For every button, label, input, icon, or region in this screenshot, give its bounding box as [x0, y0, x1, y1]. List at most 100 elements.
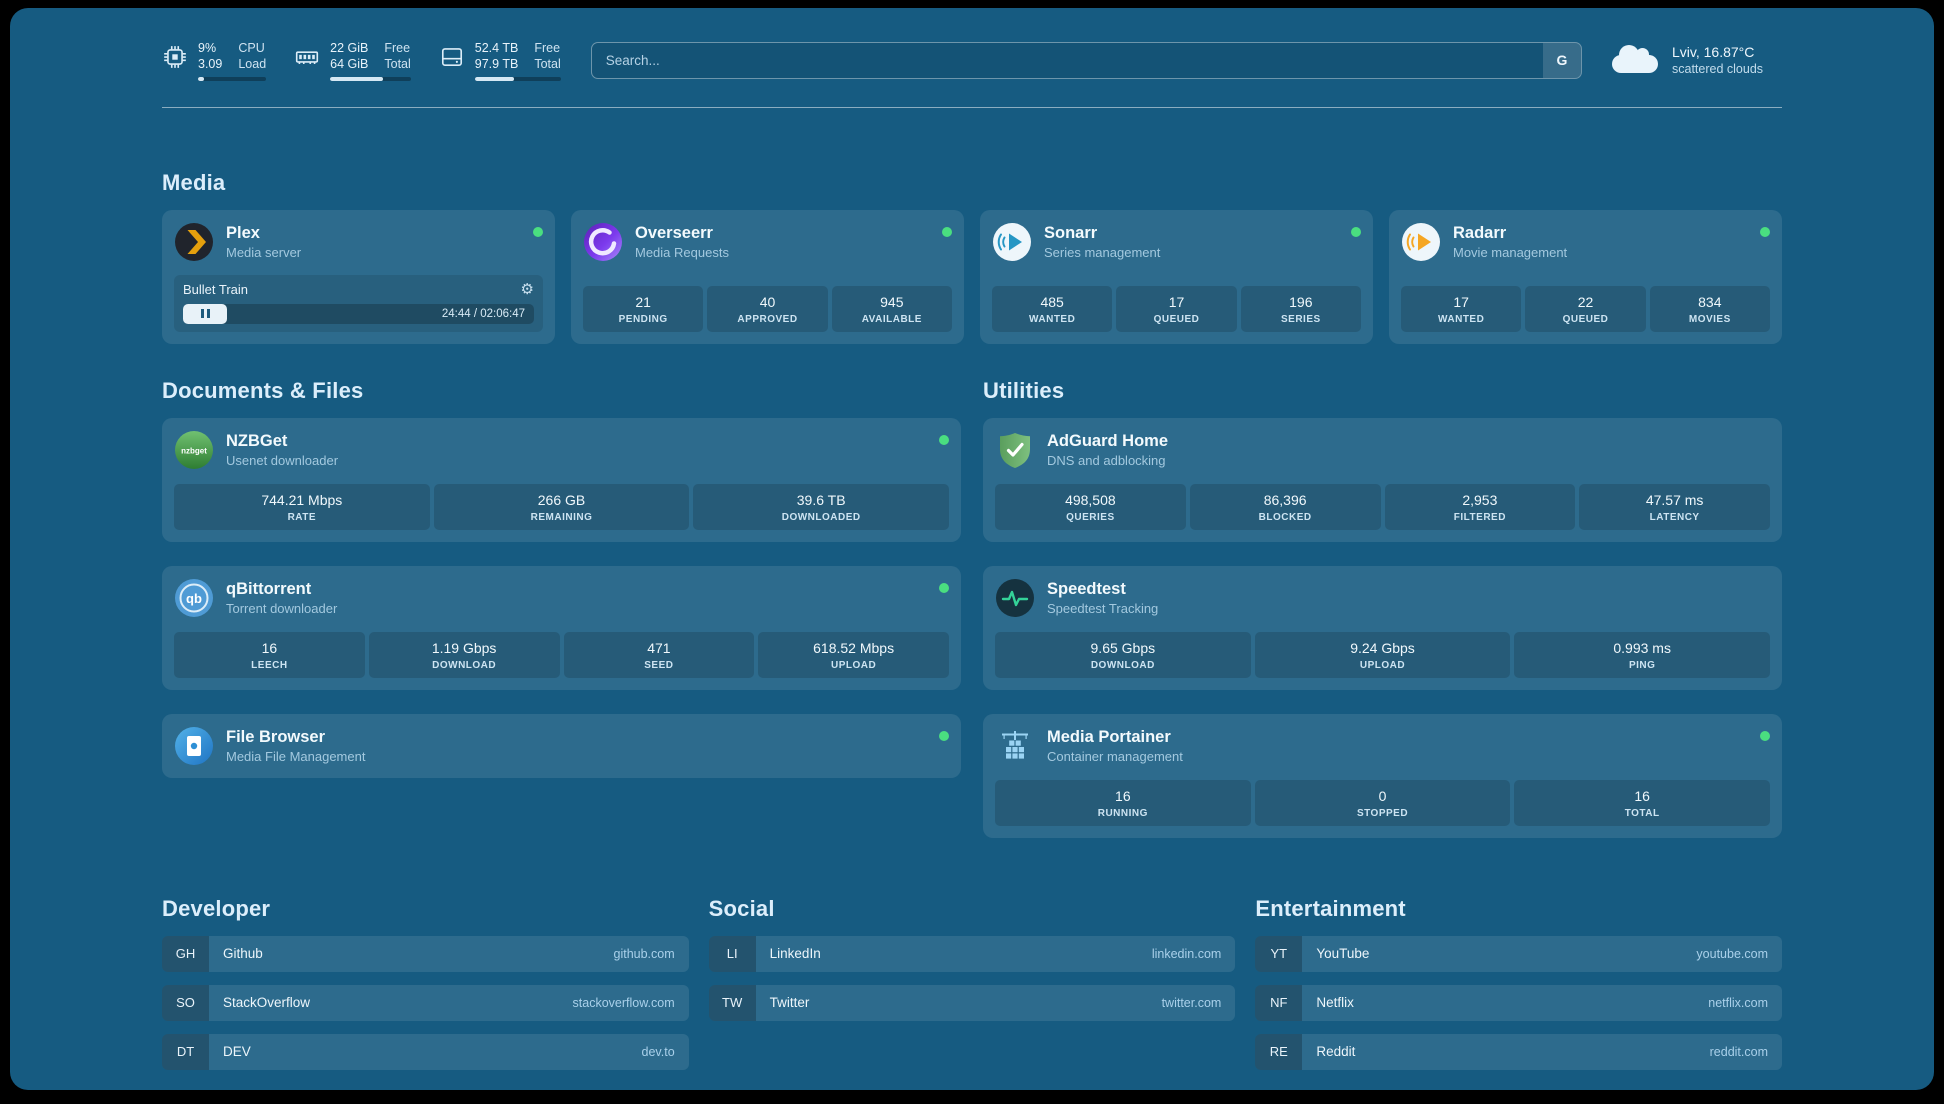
stat-label: REMAINING [530, 511, 593, 523]
stat-tile: 744.21 Mbps RATE [174, 483, 430, 530]
disk-free-value: 52.4 TB [474, 41, 519, 55]
status-dot [1760, 226, 1770, 237]
overseerr-icon [583, 222, 623, 262]
service-card-adguard[interactable]: AdGuard Home DNS and adblocking 498,508 … [983, 417, 1782, 542]
stat-label: WANTED [1437, 313, 1485, 325]
playback-progress-bar[interactable]: 24:44 / 02:06:47 [183, 303, 534, 324]
memory-total-label: Total [384, 57, 411, 72]
service-name[interactable]: NZBGet [226, 431, 288, 450]
weather-location: Lviv, 16.87°C [1672, 44, 1755, 61]
stat-value: 0 [1378, 787, 1387, 804]
stat-value: 744.21 Mbps [261, 491, 343, 508]
service-card-overseerr[interactable]: Overseerr Media Requests 21 PENDING 40 A… [571, 209, 964, 344]
topbar: 9% 3.09 CPU Load [162, 40, 1782, 81]
service-name[interactable]: Overseerr [635, 223, 713, 242]
service-name[interactable]: AdGuard Home [1047, 431, 1169, 450]
stat-value: 22 [1577, 293, 1594, 310]
stat-label: DOWNLOADED [781, 511, 861, 523]
stat-tile: 16 LEECH [174, 631, 365, 678]
speedtest-icon [995, 578, 1035, 618]
bookmark-url: linkedin.com [1151, 946, 1222, 961]
bookmark-row-dev[interactable]: DT DEV dev.to [162, 1033, 689, 1070]
service-name[interactable]: Sonarr [1044, 223, 1098, 242]
stat-value: 39.6 TB [796, 491, 846, 508]
resource-widgets: 9% 3.09 CPU Load [162, 40, 561, 81]
service-card-filebrowser[interactable]: File Browser Media File Management [162, 713, 961, 778]
service-name[interactable]: Speedtest [1047, 579, 1126, 598]
service-card-portainer[interactable]: Media Portainer Container management 16 … [983, 713, 1782, 838]
stat-value: 21 [635, 293, 651, 310]
stat-tile: 196 SERIES [1240, 285, 1361, 332]
stat-tile: 17 WANTED [1401, 285, 1522, 332]
service-subtitle: Container management [1047, 748, 1183, 764]
cloud-icon [1612, 45, 1658, 74]
disk-total-label: Total [534, 57, 561, 72]
search-input[interactable] [591, 42, 1543, 78]
service-subtitle: Media File Management [226, 748, 366, 764]
gear-icon[interactable]: ⚙ [520, 280, 534, 298]
search-provider-button[interactable]: G [1543, 42, 1581, 78]
service-card-nzbget[interactable]: nzbget NZBGet Usenet downloader 744.21 M… [162, 417, 961, 542]
utilities-column: Utilities [983, 378, 1782, 838]
service-card-plex[interactable]: Plex Media server Bullet Train ⚙ 24:44 /… [162, 209, 555, 344]
bookmark-url: github.com [613, 946, 675, 961]
service-subtitle: Usenet downloader [226, 452, 339, 468]
portainer-icon [995, 726, 1035, 766]
nzbget-icon: nzbget [174, 430, 214, 470]
stat-label: BLOCKED [1258, 511, 1312, 523]
stat-value: 618.52 Mbps [813, 639, 895, 656]
bookmark-row-twitter[interactable]: TW Twitter twitter.com [708, 984, 1236, 1021]
service-stats: 498,508 QUERIES 86,396 BLOCKED 2,953 FIL… [995, 483, 1770, 530]
service-card-qbittorrent[interactable]: qb qBittorrent Torrent downloader 16 LEE… [162, 565, 961, 690]
search-bar: G [590, 41, 1582, 79]
disk-stats: 52.4 TB 97.9 TB Free Total [474, 40, 561, 81]
developer-column: Developer GH Github github.com SO StackO… [162, 896, 689, 1070]
service-stats: 16 LEECH 1.19 Gbps DOWNLOAD 471 SEED 6 [174, 631, 949, 678]
stat-label: QUERIES [1066, 511, 1115, 523]
stat-tile: 22 QUEUED [1525, 285, 1646, 332]
stat-tile: 485 WANTED [992, 285, 1113, 332]
section-title-documents: Documents & Files [162, 377, 364, 403]
service-name[interactable]: Radarr [1453, 223, 1507, 242]
bookmark-name: Netflix [1316, 995, 1354, 1010]
stat-value: 9.24 Gbps [1350, 639, 1415, 656]
service-stats: 9.65 Gbps DOWNLOAD 9.24 Gbps UPLOAD 0.99… [995, 631, 1770, 678]
stat-tile: 21 PENDING [583, 285, 704, 332]
bookmark-abbr: LI [708, 935, 756, 972]
service-name[interactable]: File Browser [226, 727, 326, 746]
service-card-sonarr[interactable]: Sonarr Series management 485 WANTED 17 Q… [980, 209, 1373, 344]
weather-widget: Lviv, 16.87°C scattered clouds [1612, 44, 1782, 76]
service-subtitle: Media server [226, 244, 302, 260]
bookmark-row-linkedin[interactable]: LI LinkedIn linkedin.com [708, 935, 1236, 972]
bookmark-row-github[interactable]: GH Github github.com [162, 935, 689, 972]
section-media: Media Plex Media server [162, 170, 1782, 344]
service-stats: 16 RUNNING 0 STOPPED 16 TOTAL [995, 779, 1770, 826]
bookmark-row-stackoverflow[interactable]: SO StackOverflow stackoverflow.com [162, 984, 689, 1021]
bookmark-row-reddit[interactable]: RE Reddit reddit.com [1255, 1033, 1782, 1070]
bookmark-abbr: GH [162, 935, 209, 972]
service-name[interactable]: qBittorrent [226, 579, 312, 598]
bookmark-url: stackoverflow.com [572, 995, 675, 1010]
social-column: Social LI LinkedIn linkedin.com TW Twitt… [708, 896, 1236, 1021]
memory-free-value: 22 GiB [330, 41, 369, 55]
service-card-radarr[interactable]: Radarr Movie management 17 WANTED 22 QUE… [1389, 209, 1782, 344]
disk-progress-bar [474, 76, 561, 81]
dashboard: 9% 3.09 CPU Load [10, 8, 1934, 1090]
service-name[interactable]: Plex [226, 223, 260, 242]
bookmark-row-youtube[interactable]: YT YouTube youtube.com [1255, 935, 1782, 972]
service-subtitle: Series management [1044, 244, 1161, 260]
stat-tile: 47.57 ms LATENCY [1579, 483, 1770, 530]
service-card-speedtest[interactable]: Speedtest Speedtest Tracking 9.65 Gbps D… [983, 565, 1782, 690]
memory-total-value: 64 GiB [330, 57, 369, 72]
stat-label: PENDING [618, 313, 668, 325]
bookmark-row-netflix[interactable]: NF Netflix netflix.com [1255, 984, 1782, 1021]
pause-button[interactable] [183, 303, 227, 324]
stat-value: 16 [261, 639, 278, 656]
disk-progress-fill [474, 76, 515, 81]
bookmark-url: twitter.com [1161, 995, 1222, 1010]
stat-value: 40 [759, 293, 776, 310]
stat-label: DOWNLOAD [432, 659, 497, 671]
service-name[interactable]: Media Portainer [1047, 727, 1171, 746]
memory-progress-fill [330, 76, 384, 81]
